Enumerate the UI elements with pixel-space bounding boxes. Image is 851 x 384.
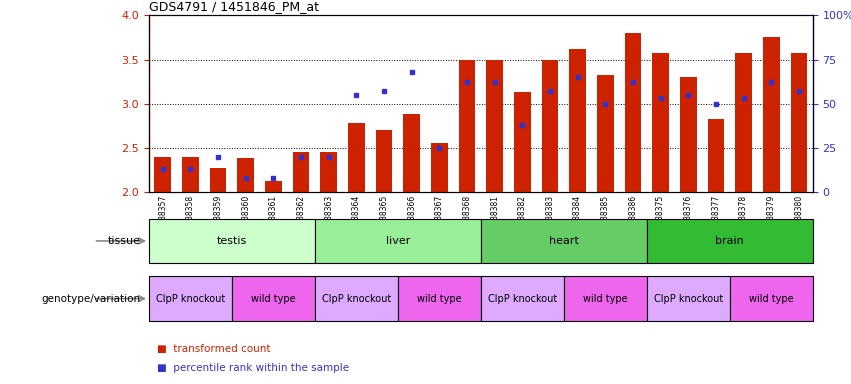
Bar — [266, 180, 282, 192]
Text: heart: heart — [549, 236, 579, 246]
Text: tissue: tissue — [107, 236, 140, 246]
Text: testis: testis — [217, 236, 247, 246]
Bar — [459, 60, 475, 192]
Bar — [376, 130, 392, 192]
Bar — [541, 60, 558, 192]
Bar — [762, 38, 780, 192]
Text: wild type: wild type — [251, 293, 295, 304]
Bar — [348, 123, 364, 192]
Bar — [149, 219, 315, 263]
Bar — [791, 53, 807, 192]
Bar — [730, 276, 813, 321]
Bar — [486, 60, 503, 192]
Bar — [652, 53, 669, 192]
Bar — [707, 119, 724, 192]
Text: ClpP knockout: ClpP knockout — [322, 293, 391, 304]
Text: ■  transformed count: ■ transformed count — [157, 344, 271, 354]
Bar — [182, 157, 198, 192]
Bar — [293, 152, 309, 192]
Text: wild type: wild type — [417, 293, 461, 304]
Bar — [398, 276, 481, 321]
Bar — [315, 219, 481, 263]
Text: wild type: wild type — [749, 293, 793, 304]
Bar — [680, 77, 696, 192]
Bar — [231, 276, 315, 321]
Bar — [320, 152, 337, 192]
Bar — [647, 276, 729, 321]
Bar — [431, 142, 448, 192]
Bar — [647, 219, 813, 263]
Bar — [209, 168, 226, 192]
Bar — [735, 53, 751, 192]
Bar — [625, 33, 642, 192]
Bar — [315, 276, 398, 321]
Text: GDS4791 / 1451846_PM_at: GDS4791 / 1451846_PM_at — [149, 0, 319, 13]
Text: ClpP knockout: ClpP knockout — [156, 293, 225, 304]
Text: genotype/variation: genotype/variation — [42, 293, 140, 304]
Bar — [237, 159, 254, 192]
Text: ClpP knockout: ClpP knockout — [488, 293, 557, 304]
Text: ■  percentile rank within the sample: ■ percentile rank within the sample — [157, 363, 350, 373]
Bar — [569, 49, 585, 192]
Bar — [154, 157, 171, 192]
Bar — [597, 74, 614, 192]
Bar — [403, 114, 420, 192]
Bar — [481, 276, 563, 321]
Text: liver: liver — [386, 236, 410, 246]
Bar — [481, 219, 647, 263]
Bar — [563, 276, 647, 321]
Text: wild type: wild type — [583, 293, 627, 304]
Text: brain: brain — [716, 236, 744, 246]
Bar — [514, 92, 531, 192]
Text: ClpP knockout: ClpP knockout — [654, 293, 722, 304]
Bar — [149, 276, 231, 321]
